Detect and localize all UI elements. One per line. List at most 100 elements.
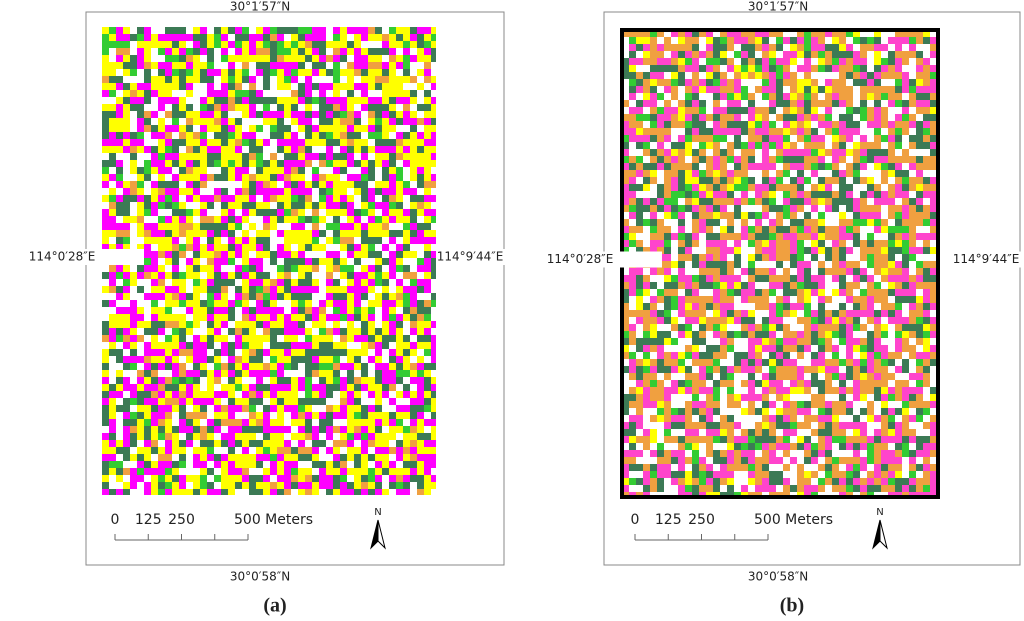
map-pixel (643, 233, 650, 240)
map-pixel (650, 142, 657, 149)
map-pixel (270, 384, 277, 391)
map-pixel (172, 244, 179, 251)
map-pixel (888, 114, 895, 121)
map-pixel (811, 65, 818, 72)
map-pixel (116, 111, 123, 118)
map-pixel (172, 167, 179, 174)
map-pixel (930, 65, 937, 72)
map-pixel (354, 300, 361, 307)
map-pixel (326, 181, 333, 188)
map-pixel (130, 244, 137, 251)
map-pixel (685, 233, 692, 240)
map-pixel (368, 34, 375, 41)
map-pixel (916, 156, 923, 163)
map-pixel (923, 51, 930, 58)
map-pixel (277, 146, 284, 153)
map-pixel (776, 219, 783, 226)
map-pixel (354, 230, 361, 237)
map-pixel (389, 454, 396, 461)
map-pixel (389, 223, 396, 230)
map-pixel (256, 153, 263, 160)
map-pixel (375, 34, 382, 41)
map-pixel (867, 170, 874, 177)
map-pixel (748, 149, 755, 156)
map-pixel (389, 489, 396, 495)
map-pixel (228, 125, 235, 132)
map-pixel (403, 314, 410, 321)
map-pixel (130, 230, 137, 237)
map-pixel (368, 356, 375, 363)
map-pixel (699, 247, 706, 254)
map-pixel (389, 440, 396, 447)
map-pixel (881, 268, 888, 275)
map-pixel (207, 223, 214, 230)
map-pixel (671, 156, 678, 163)
map-pixel (839, 149, 846, 156)
map-pixel (333, 286, 340, 293)
map-pixel (284, 167, 291, 174)
map-pixel (713, 142, 720, 149)
map-pixel (867, 240, 874, 247)
map-pixel (256, 83, 263, 90)
map-pixel (186, 279, 193, 286)
map-pixel (678, 254, 685, 261)
map-pixel (165, 391, 172, 398)
map-pixel (347, 132, 354, 139)
map-pixel (109, 433, 116, 440)
map-pixel (193, 489, 200, 495)
map-pixel (909, 93, 916, 100)
map-pixel (874, 121, 881, 128)
map-pixel (403, 286, 410, 293)
map-pixel (207, 426, 214, 433)
map-pixel (389, 349, 396, 356)
map-pixel (643, 205, 650, 212)
map-pixel (158, 188, 165, 195)
map-pixel (193, 146, 200, 153)
map-pixel (361, 461, 368, 468)
map-pixel (179, 419, 186, 426)
map-pixel (622, 240, 629, 247)
map-pixel (874, 268, 881, 275)
map-pixel (137, 160, 144, 167)
map-pixel (263, 384, 270, 391)
map-pixel (193, 83, 200, 90)
map-pixel (116, 104, 123, 111)
map-pixel (629, 65, 636, 72)
map-pixel (319, 153, 326, 160)
map-pixel (354, 314, 361, 321)
map-pixel (165, 377, 172, 384)
map-pixel (375, 461, 382, 468)
map-pixel (228, 76, 235, 83)
map-pixel (431, 146, 436, 153)
map-pixel (783, 268, 790, 275)
map-pixel (832, 107, 839, 114)
map-pixel (930, 289, 937, 296)
map-pixel (256, 475, 263, 482)
map-pixel (664, 86, 671, 93)
map-pixel (193, 384, 200, 391)
map-pixel (347, 279, 354, 286)
map-pixel (797, 240, 804, 247)
map-pixel (333, 475, 340, 482)
map-pixel (657, 226, 664, 233)
map-pixel (165, 76, 172, 83)
map-pixel (895, 289, 902, 296)
map-pixel (284, 377, 291, 384)
map-pixel (200, 125, 207, 132)
map-pixel (179, 104, 186, 111)
map-pixel (622, 198, 629, 205)
map-pixel (340, 349, 347, 356)
map-pixel (326, 314, 333, 321)
map-pixel (242, 321, 249, 328)
map-pixel (165, 384, 172, 391)
map-pixel (403, 433, 410, 440)
map-pixel (410, 335, 417, 342)
map-pixel (263, 104, 270, 111)
map-pixel (790, 142, 797, 149)
map-pixel (249, 391, 256, 398)
map-pixel (769, 114, 776, 121)
map-pixel (326, 377, 333, 384)
map-pixel (186, 475, 193, 482)
scale-label: 0 (111, 512, 120, 528)
map-pixel (403, 41, 410, 48)
